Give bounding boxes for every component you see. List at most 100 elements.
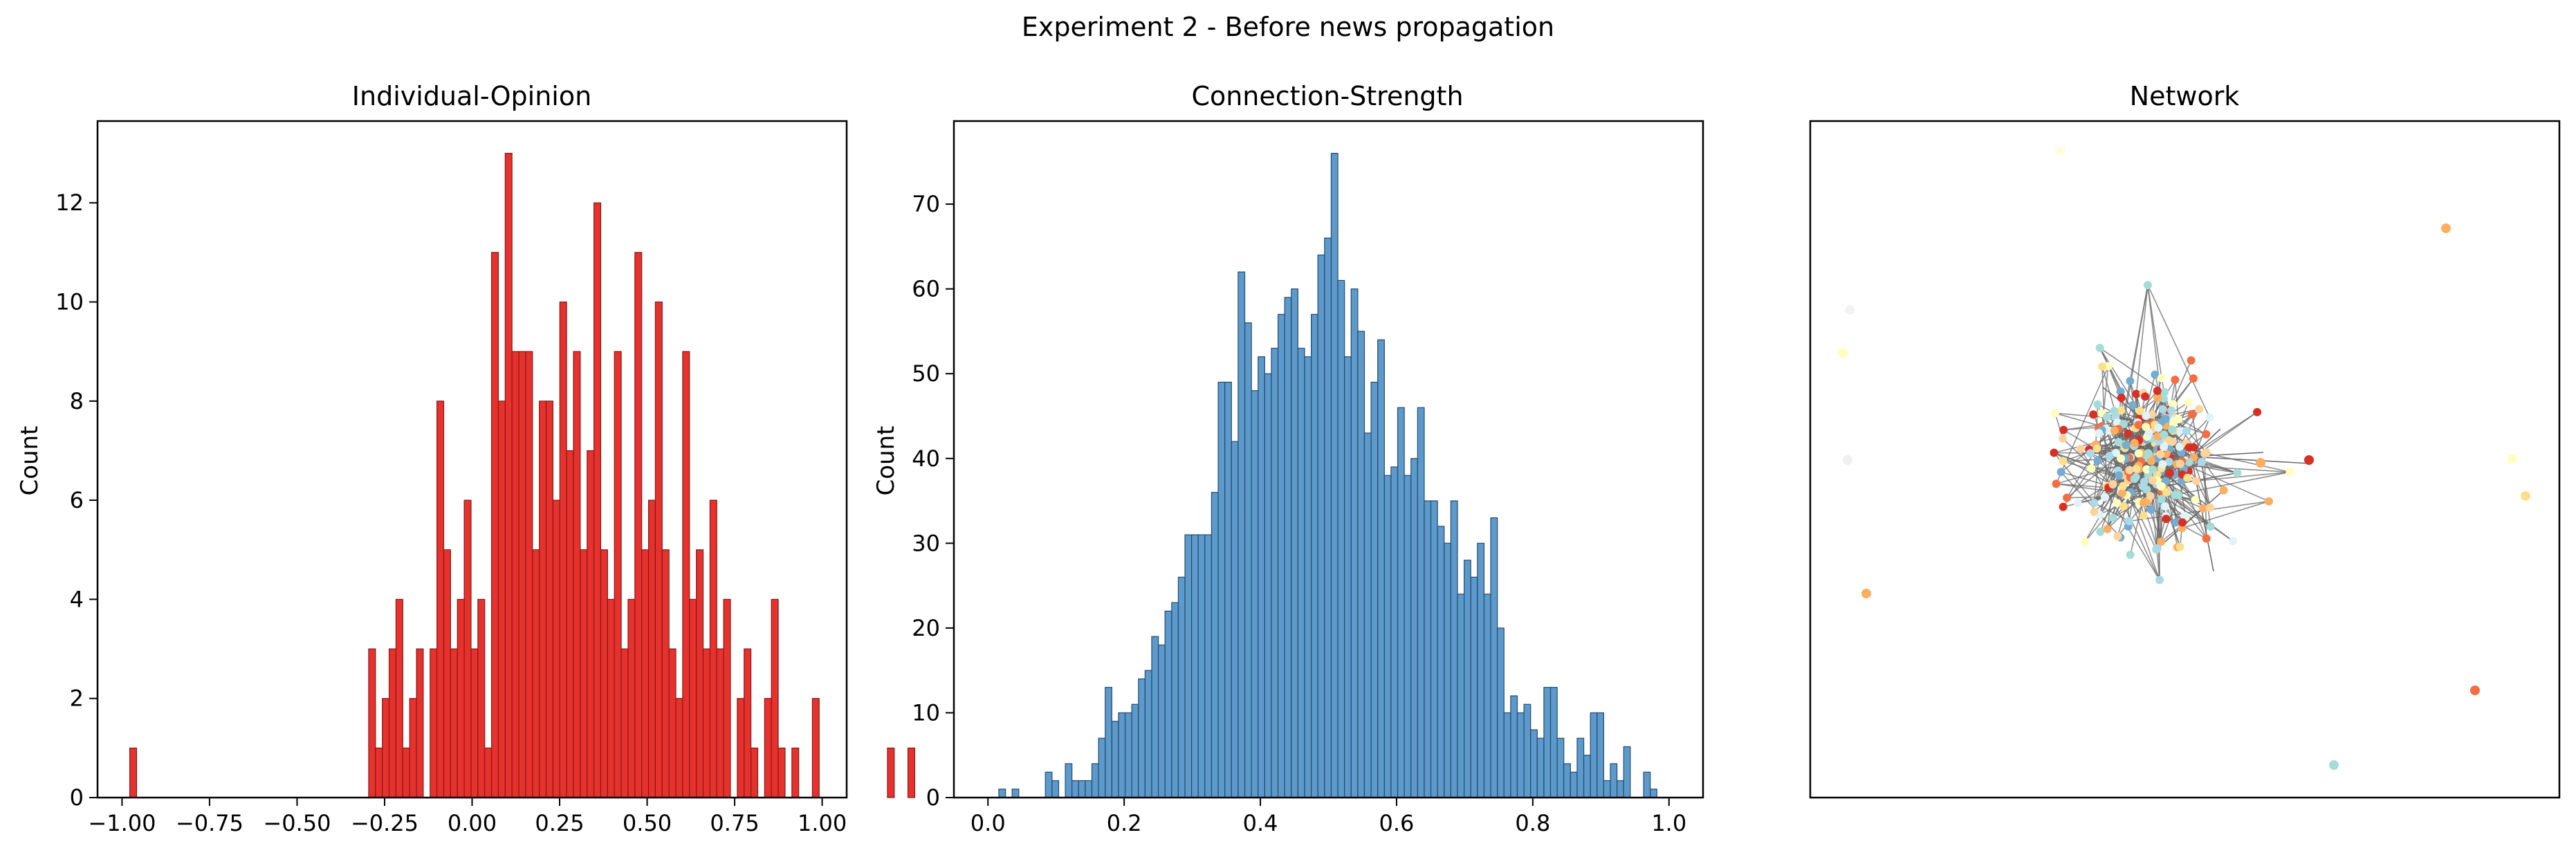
histogram-bar	[1563, 763, 1571, 798]
histogram-bar	[1078, 780, 1086, 798]
histogram-bar	[1570, 771, 1578, 798]
histogram-bar	[1085, 780, 1093, 798]
network-edge	[2161, 490, 2234, 542]
network-node	[2141, 392, 2150, 401]
histogram-bar	[552, 499, 560, 798]
network-node	[2140, 511, 2148, 520]
network-node	[2063, 493, 2072, 502]
network-node	[2304, 455, 2314, 465]
histogram-bar	[1217, 381, 1226, 798]
network-node	[2118, 488, 2127, 497]
histogram-bar	[1450, 500, 1458, 798]
histogram-bar	[1597, 712, 1605, 798]
network-node	[2180, 511, 2189, 520]
histogram-bar	[1337, 279, 1345, 798]
histogram-bar	[1091, 763, 1099, 798]
histogram-bar	[634, 252, 643, 798]
histogram-bar	[1111, 721, 1119, 798]
network-node	[2164, 457, 2173, 466]
histogram-bar	[470, 648, 479, 798]
network-node	[2174, 490, 2183, 499]
histogram-bar	[1390, 466, 1399, 798]
histogram-bar	[1583, 755, 1591, 798]
y-tick-label: 70	[912, 191, 940, 217]
histogram-bar	[1045, 771, 1053, 798]
network-node	[2187, 410, 2196, 419]
network-node	[2110, 407, 2119, 415]
network-node	[1861, 589, 1871, 598]
histogram-bar	[689, 598, 697, 798]
y-tick-label: 30	[912, 530, 940, 556]
histogram-bar	[620, 648, 629, 798]
network-node	[2184, 458, 2193, 467]
network-node	[2128, 401, 2137, 410]
network-edge	[2155, 484, 2160, 580]
network-node	[2059, 425, 2068, 434]
histogram-bar	[1311, 313, 1318, 798]
histogram-bar	[778, 747, 786, 798]
network-node	[2148, 476, 2157, 485]
network-node	[2169, 400, 2178, 409]
histogram-bar	[750, 747, 759, 798]
network-node	[2108, 480, 2117, 489]
network-node	[2092, 444, 2101, 453]
histogram-bar	[1277, 313, 1285, 798]
histogram-bar	[1317, 255, 1325, 798]
network-edge	[2196, 471, 2290, 481]
x-tick-label: 1.00	[798, 810, 847, 836]
network-node	[2253, 407, 2262, 416]
network-node	[2122, 441, 2131, 450]
network-node	[2143, 281, 2152, 290]
network-node	[2205, 413, 2214, 422]
histogram-bar	[811, 698, 820, 798]
network-node	[2057, 468, 2066, 477]
network-node	[2076, 445, 2085, 453]
opinion-histogram-title: Individual-Opinion	[352, 81, 591, 111]
histogram-bar	[573, 351, 581, 798]
network-node	[2175, 427, 2184, 436]
histogram-bar	[1258, 356, 1265, 798]
histogram-bar	[1610, 763, 1618, 798]
network-node	[2126, 376, 2135, 385]
network-node	[2205, 503, 2214, 512]
histogram-bar	[1291, 288, 1298, 798]
network-node	[2184, 443, 2193, 452]
network-node	[2153, 394, 2162, 403]
y-tick-label: 10	[55, 289, 84, 315]
network-node	[2160, 430, 2169, 439]
histogram-bar	[654, 301, 663, 798]
histogram-bar	[1470, 576, 1478, 798]
network-node	[2329, 760, 2339, 770]
network-node	[2125, 466, 2134, 475]
histogram-bar	[696, 549, 704, 798]
y-tick-label: 0	[70, 784, 84, 811]
histogram-bar	[375, 747, 383, 798]
histogram-bar	[1464, 560, 1471, 798]
histogram-bar	[641, 549, 650, 798]
histogram-bar	[887, 747, 895, 798]
histogram-bar	[702, 648, 710, 798]
histogram-bar	[497, 401, 506, 798]
histogram-bar	[1224, 381, 1232, 798]
x-tick-label: 0.6	[1379, 810, 1415, 836]
histogram-bar	[450, 648, 458, 798]
network-edge	[2095, 404, 2099, 445]
network-node	[1845, 305, 1855, 315]
network-node	[2521, 491, 2530, 501]
histogram-bar	[1516, 712, 1525, 798]
network-node	[2191, 495, 2200, 504]
histogram-bar	[1543, 687, 1552, 798]
network-node	[2175, 442, 2184, 451]
network-node	[2117, 454, 2126, 463]
network-edge	[2090, 390, 2158, 469]
x-tick-label: 0.50	[623, 810, 672, 836]
histogram-bar	[1437, 526, 1445, 798]
network-node	[2144, 429, 2153, 438]
network-node	[2265, 497, 2273, 506]
network-node	[2153, 432, 2162, 441]
network-node	[2124, 517, 2133, 526]
histogram-bar	[1324, 237, 1332, 798]
histogram-bar	[709, 499, 717, 798]
network-node	[2102, 412, 2111, 421]
